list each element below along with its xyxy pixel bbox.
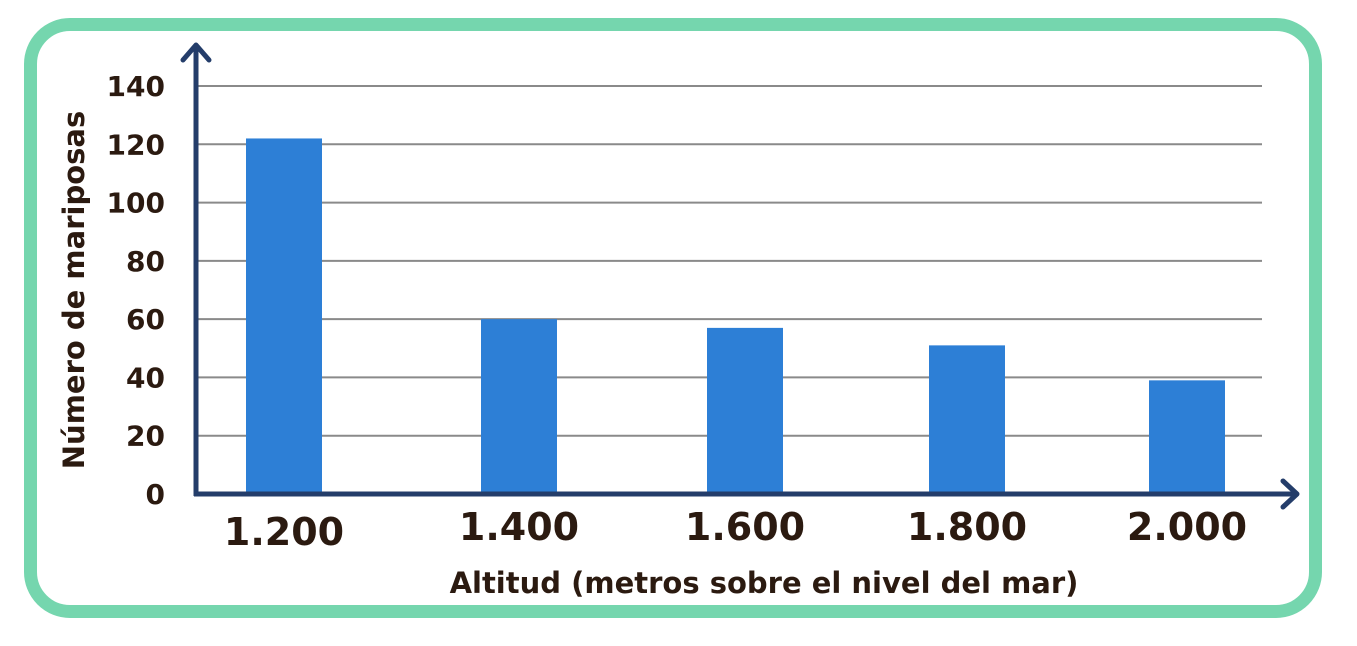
bar-1800 xyxy=(929,345,1005,494)
x-axis-arrow-icon xyxy=(1280,478,1300,510)
x-tick-label: 1.600 xyxy=(685,505,805,549)
x-tick-label: 1.200 xyxy=(224,510,344,554)
x-tick-label: 2.000 xyxy=(1127,505,1247,549)
y-tick-label: 140 xyxy=(107,70,165,103)
y-tick-label: 0 xyxy=(146,478,165,511)
y-tick-label: 20 xyxy=(126,420,165,453)
x-axis-title: Altitud (metros sobre el nivel del mar) xyxy=(450,566,1079,600)
bars xyxy=(246,138,1225,494)
y-axis-arrow-icon xyxy=(180,42,212,63)
axes xyxy=(180,42,1300,510)
bar-2000 xyxy=(1149,380,1225,494)
y-tick-label: 120 xyxy=(107,128,165,161)
y-tick-label: 80 xyxy=(126,245,165,278)
bar-1600 xyxy=(707,327,783,494)
y-tick-label: 100 xyxy=(107,187,165,220)
bar-1200 xyxy=(246,138,322,494)
chart-frame xyxy=(24,18,1322,618)
y-tick-labels: 0 20 40 60 80 100 120 140 xyxy=(107,70,165,511)
y-tick-label: 40 xyxy=(126,361,165,394)
x-tick-label: 1.400 xyxy=(459,505,579,549)
y-tick-label: 60 xyxy=(126,303,165,336)
bar-1400 xyxy=(481,319,557,494)
x-tick-label: 1.800 xyxy=(907,505,1027,549)
y-axis-title: Número de mariposas xyxy=(57,111,91,469)
x-tick-labels: 1.200 1.400 1.600 1.800 2.000 xyxy=(224,505,1247,554)
